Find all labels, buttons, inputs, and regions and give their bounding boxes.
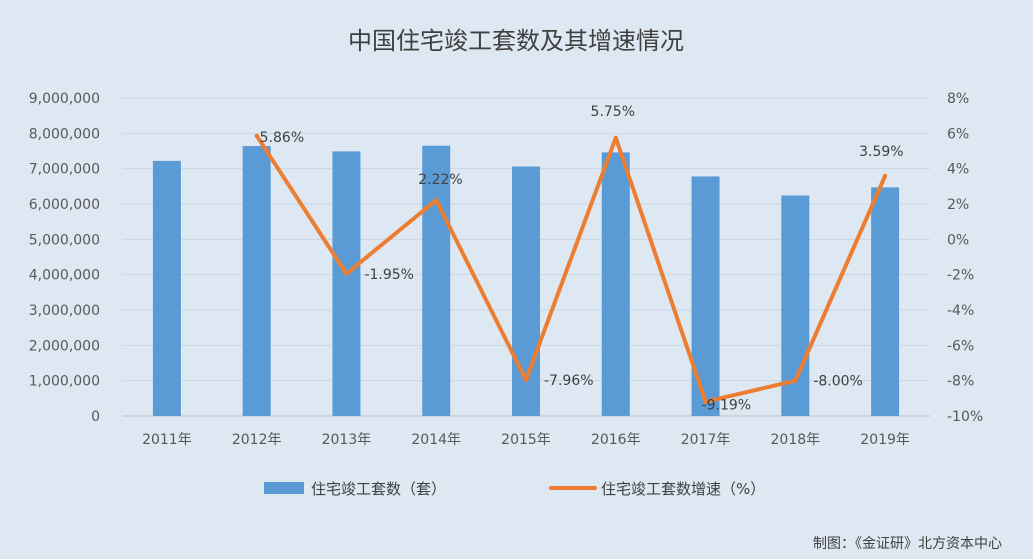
data-label: 2.22%	[418, 172, 462, 188]
left-tick-label: 0	[91, 409, 100, 425]
right-axis: -10% -8% -6% -4% -2% 0% 2% 4% 6% 8%	[947, 91, 983, 425]
bar	[242, 146, 271, 416]
left-axis: 0 1,000,000 2,000,000 3,000,000 4,000,000 5,0…	[29, 91, 100, 425]
x-tick-label: 2011年	[142, 432, 192, 448]
left-tick-label: 7,000,000	[29, 162, 100, 178]
right-tick-label: -2%	[947, 268, 974, 284]
legend-bar-label: 住宅竣工套数（套）	[311, 480, 446, 498]
x-tick-label: 2015年	[501, 432, 551, 448]
x-tick-label: 2016年	[591, 432, 641, 448]
left-tick-label: 3,000,000	[29, 303, 100, 319]
bar	[871, 187, 900, 416]
left-tick-label: 5,000,000	[29, 232, 100, 248]
right-tick-label: 0%	[947, 232, 969, 248]
right-tick-label: 6%	[947, 126, 969, 142]
line-point	[613, 135, 618, 140]
left-tick-label: 1,000,000	[29, 374, 100, 390]
data-label: 5.75%	[591, 104, 635, 120]
right-tick-label: -8%	[947, 374, 974, 390]
line-point	[793, 378, 798, 383]
x-tick-label: 2014年	[411, 432, 461, 448]
x-tick-label: 2013年	[322, 432, 372, 448]
line-point	[524, 377, 528, 382]
left-tick-label: 9,000,000	[29, 91, 100, 107]
line-series	[254, 133, 888, 404]
line-point	[703, 399, 708, 404]
data-label: -9.19%	[702, 398, 752, 414]
chart-title: 中国住宅竣工套数及其增速情况	[348, 27, 684, 55]
legend: 住宅竣工套数（套） 住宅竣工套数增速（%）	[264, 480, 765, 498]
x-tick-label: 2019年	[860, 432, 910, 448]
bar	[422, 145, 451, 416]
bar	[332, 151, 361, 416]
data-label: -8.00%	[813, 374, 863, 390]
right-tick-label: 8%	[947, 91, 969, 107]
x-tick-label: 2018年	[771, 432, 821, 448]
right-tick-label: 4%	[947, 162, 969, 178]
x-axis: 2011年 2012年 2013年 2014年 2015年 2016年 2017年 2018年…	[142, 432, 910, 448]
legend-bar-swatch	[264, 482, 304, 494]
source-note: 制图：《金证研》北方资本中心	[813, 536, 1002, 552]
right-tick-label: 2%	[947, 197, 969, 213]
x-tick-label: 2017年	[681, 432, 731, 448]
data-label: -1.95%	[364, 267, 414, 283]
data-label: -7.96%	[544, 373, 594, 389]
growth-line	[254, 133, 888, 404]
bar	[152, 160, 181, 416]
left-tick-label: 8,000,000	[29, 126, 100, 142]
data-label: 5.86%	[260, 130, 304, 146]
legend-line-label: 住宅竣工套数增速（%）	[601, 480, 765, 498]
left-tick-label: 4,000,000	[29, 268, 100, 284]
line-point	[883, 173, 888, 178]
right-tick-label: -4%	[947, 303, 974, 319]
data-label: 3.59%	[859, 144, 903, 160]
bar	[691, 176, 720, 416]
x-tick-label: 2012年	[232, 432, 282, 448]
right-tick-label: -10%	[947, 409, 983, 425]
line-point	[434, 198, 439, 203]
left-tick-label: 2,000,000	[29, 338, 100, 354]
left-tick-label: 6,000,000	[29, 197, 100, 213]
line-point	[344, 271, 349, 276]
bar	[601, 152, 630, 416]
line-point	[254, 133, 259, 138]
data-labels: 5.86% -1.95% 2.22% -7.96% 5.75% -9.19% -8.00% 3…	[260, 104, 904, 414]
right-tick-label: -6%	[947, 338, 974, 354]
